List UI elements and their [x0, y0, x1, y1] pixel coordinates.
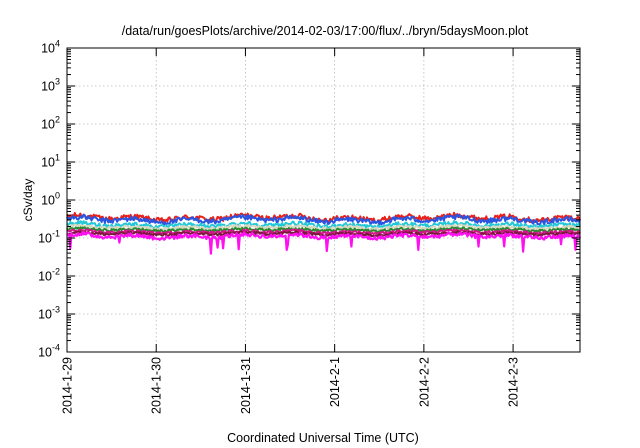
- y-tick-label: 104: [41, 39, 60, 56]
- series-group: [66, 211, 582, 255]
- y-tick-label: 101: [41, 153, 60, 170]
- y-tick-label: 100: [41, 191, 60, 208]
- x-tick-label: 2014-1-31: [239, 357, 253, 414]
- x-tick-label: 2014-2-1: [328, 357, 342, 407]
- x-tick-labels: 2014-1-29 2014-1-30 2014-1-31 2014-2-1 2014-…: [61, 357, 521, 414]
- y-tick-labels: 10-4 10-3 10-2 10-1 100 101 102 103 104: [38, 39, 60, 360]
- series-line: [66, 230, 581, 238]
- grid: [67, 48, 580, 352]
- chart-title: /data/run/goesPlots/archive/2014-02-03/1…: [122, 24, 529, 38]
- x-tick-label: 2014-1-29: [61, 357, 75, 414]
- x-tick-label: 2014-2-3: [507, 357, 521, 407]
- series-line: [66, 213, 581, 226]
- y-tick-label: 10-1: [38, 229, 60, 246]
- ticks: [66, 47, 580, 353]
- x-tick-label: 2014-1-30: [150, 357, 164, 414]
- series-line: [66, 231, 582, 255]
- y-tick-label: 10-4: [38, 343, 60, 360]
- y-tick-label: 103: [41, 77, 60, 94]
- x-axis-label: Coordinated Universal Time (UTC): [227, 431, 419, 445]
- y-axis-label: cSv/day: [21, 179, 35, 222]
- series-line: [66, 223, 581, 232]
- x-tick-label: 2014-2-2: [417, 357, 431, 407]
- y-tick-label: 10-3: [38, 305, 60, 322]
- y-tick-label: 102: [41, 115, 60, 132]
- series-line: [67, 228, 581, 236]
- y-tick-label: 10-2: [38, 267, 60, 284]
